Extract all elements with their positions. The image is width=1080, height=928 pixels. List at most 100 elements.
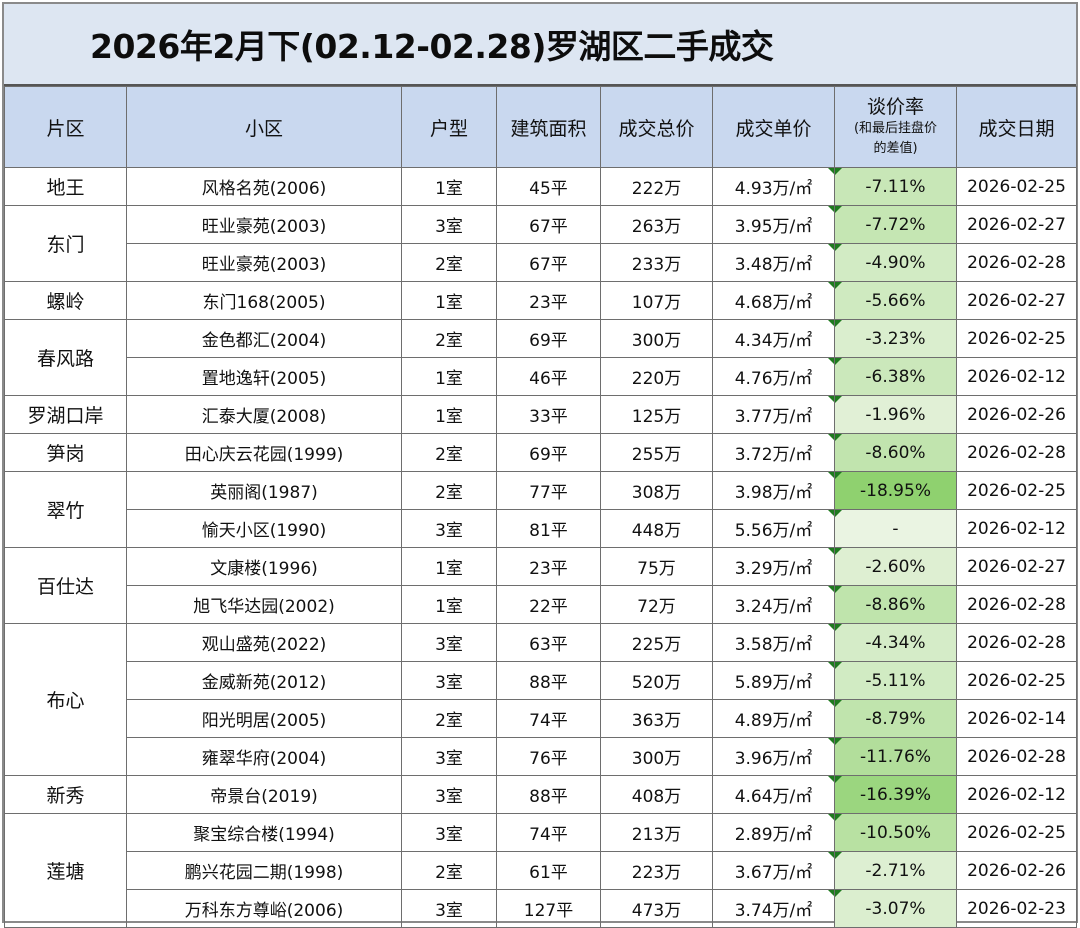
total-price-cell: 408万: [600, 775, 713, 814]
date-cell: 2026-02-28: [956, 585, 1077, 624]
discount-rate-cell: -7.72%: [834, 205, 957, 244]
table-row: 旭飞华达园(2002) 1室 22平 72万 3.24万/㎡ -8.86% 2026-02-…: [5, 585, 1077, 624]
estate-cell: 万科东方尊峪(2006): [126, 889, 402, 928]
district-cell: 地王: [4, 167, 127, 206]
table-header: 片区 小区 户型 建筑面积 成交总价 成交单价 谈价率 (和最后挂盘价 的差值)…: [4, 86, 1077, 168]
total-price-cell: 255万: [600, 433, 713, 472]
district-cell: 笋岗: [4, 433, 127, 472]
unit-price-cell: 3.67万/㎡: [712, 851, 835, 890]
area-cell: 45平: [496, 167, 601, 206]
unit-price-cell: 3.58万/㎡: [712, 623, 835, 662]
unit-price-cell: 2.89万/㎡: [712, 813, 835, 852]
header-unit-price: 成交单价: [712, 86, 835, 168]
date-cell: 2026-02-27: [956, 281, 1077, 320]
table-row: 笋岗 田心庆云花园(1999) 2室 69平 255万 3.72万/㎡ -8.60% 2026…: [4, 433, 1077, 472]
area-cell: 23平: [496, 281, 601, 320]
header-total-price: 成交总价: [600, 86, 713, 168]
discount-rate-cell: -1.96%: [834, 395, 957, 434]
table-row: 雍翠华府(2004) 3室 76平 300万 3.96万/㎡ -11.76% 2026-02…: [5, 737, 1077, 776]
total-price-cell: 223万: [600, 851, 713, 890]
unit-price-cell: 3.48万/㎡: [712, 243, 835, 282]
total-price-cell: 448万: [600, 509, 713, 548]
table-row: 春风路 金色都汇(2004) 2室 69平 300万 4.34万/㎡ -3.23% 2026-…: [4, 319, 1077, 396]
area-cell: 63平: [496, 623, 601, 662]
discount-rate-value: -7.11%: [865, 176, 926, 197]
district-cell: 螺岭: [4, 281, 127, 320]
discount-rate-value: -18.95%: [860, 480, 931, 501]
date-cell: 2026-02-12: [956, 357, 1077, 396]
comment-marker-icon: [828, 244, 834, 250]
table-row: 翠竹 英丽阁(1987) 2室 77平 308万 3.98万/㎡ -18.95% 2026-0…: [4, 471, 1077, 548]
area-cell: 127平: [496, 889, 601, 928]
discount-rate-value: -16.39%: [860, 784, 931, 805]
header-rate-sub2: 的差值): [873, 141, 918, 156]
page-title: 2026年2月下(02.12-02.28)罗湖区二手成交: [90, 27, 774, 66]
unit-price-cell: 3.29万/㎡: [712, 547, 835, 586]
layout-cell: 2室: [401, 699, 497, 738]
warning-marker-icon: [835, 700, 842, 707]
unit-price-cell: 5.89万/㎡: [712, 661, 835, 700]
header-district: 片区: [4, 86, 127, 168]
unit-price-cell: 4.93万/㎡: [712, 167, 835, 206]
unit-price-cell: 3.98万/㎡: [712, 471, 835, 510]
warning-marker-icon: [835, 890, 842, 897]
total-price-cell: 220万: [600, 357, 713, 396]
total-price-cell: 473万: [600, 889, 713, 928]
estate-cell: 雍翠华府(2004): [126, 737, 402, 776]
area-cell: 76平: [496, 737, 601, 776]
warning-marker-icon: [835, 586, 842, 593]
unit-price-value: 3.77万/㎡: [734, 407, 813, 427]
table-row: 鹏兴花园二期(1998) 2室 61平 223万 3.67万/㎡ -2.71% 2026-0…: [5, 851, 1077, 890]
unit-price-value: 3.24万/㎡: [734, 597, 813, 617]
district-cell: 春风路: [4, 319, 127, 396]
date-cell: 2026-02-23: [956, 889, 1077, 928]
date-cell: 2026-02-28: [956, 737, 1077, 776]
discount-rate-cell: -4.90%: [834, 243, 957, 282]
unit-price-value: 4.34万/㎡: [734, 331, 813, 351]
total-price-cell: 300万: [600, 737, 713, 776]
discount-rate-value: -2.71%: [865, 860, 926, 881]
unit-price-cell: 4.68万/㎡: [712, 281, 835, 320]
unit-price-value: 3.98万/㎡: [734, 483, 813, 503]
unit-price-cell: 3.24万/㎡: [712, 585, 835, 624]
unit-price-cell: 5.56万/㎡: [712, 509, 835, 548]
warning-marker-icon: [835, 244, 842, 251]
table-row: 愉天小区(1990) 3室 81平 448万 5.56万/㎡ - 2026-02-12: [5, 509, 1077, 548]
discount-rate-cell: -8.79%: [834, 699, 957, 738]
estate-cell: 聚宝综合楼(1994): [126, 813, 402, 852]
warning-marker-icon: [835, 206, 842, 213]
unit-price-value: 4.93万/㎡: [734, 179, 813, 199]
header-rate-sub1: (和最后挂盘价: [853, 121, 938, 136]
unit-price-value: 3.74万/㎡: [734, 901, 813, 921]
discount-rate-cell: -5.66%: [834, 281, 957, 320]
unit-price-value: 3.96万/㎡: [734, 749, 813, 769]
estate-cell: 愉天小区(1990): [126, 509, 402, 548]
header-estate: 小区: [126, 86, 402, 168]
comment-marker-icon: [828, 396, 834, 402]
layout-cell: 3室: [401, 775, 497, 814]
unit-price-value: 4.68万/㎡: [734, 293, 813, 313]
estate-cell: 英丽阁(1987): [126, 471, 402, 510]
area-cell: 88平: [496, 775, 601, 814]
discount-rate-cell: -6.38%: [834, 357, 957, 396]
warning-marker-icon: [835, 510, 842, 517]
header-rate-main: 谈价率: [866, 96, 924, 118]
total-price-cell: 225万: [600, 623, 713, 662]
total-price-cell: 263万: [600, 205, 713, 244]
comment-marker-icon: [828, 206, 834, 212]
comment-marker-icon: [828, 624, 834, 630]
district-cell: 翠竹: [4, 471, 127, 548]
estate-cell: 旺业豪苑(2003): [126, 243, 402, 282]
date-cell: 2026-02-26: [956, 851, 1077, 890]
comment-marker-icon: [828, 890, 834, 896]
warning-marker-icon: [835, 434, 842, 441]
area-cell: 88平: [496, 661, 601, 700]
comment-marker-icon: [828, 548, 834, 554]
layout-cell: 2室: [401, 243, 497, 282]
header-row: 片区 小区 户型 建筑面积 成交总价 成交单价 谈价率 (和最后挂盘价 的差值)…: [4, 86, 1077, 168]
layout-cell: 1室: [401, 281, 497, 320]
discount-rate-value: -8.60%: [865, 442, 926, 463]
comment-marker-icon: [828, 776, 834, 782]
layout-cell: 3室: [401, 889, 497, 928]
